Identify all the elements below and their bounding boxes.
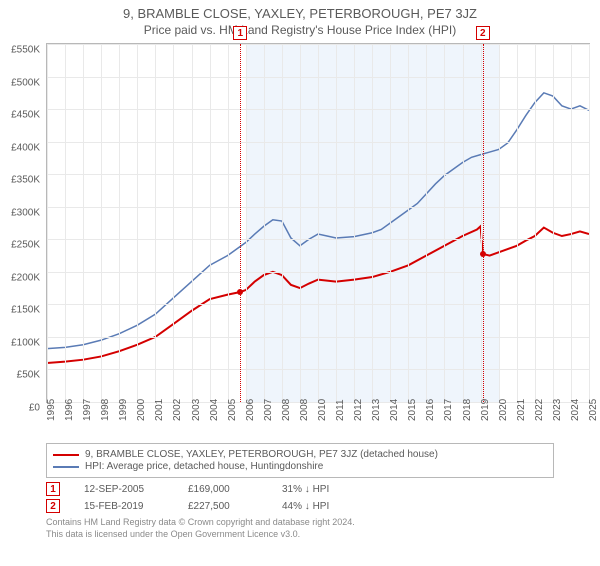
x-tick-label: 2000: [136, 399, 147, 421]
x-tick-label: 2016: [425, 399, 436, 421]
x-tick-label: 2007: [263, 399, 274, 421]
legend-label-hpi: HPI: Average price, detached house, Hunt…: [85, 461, 323, 472]
marker-dot: [237, 289, 243, 295]
x-tick-label: 2014: [389, 399, 400, 421]
legend: 9, BRAMBLE CLOSE, YAXLEY, PETERBOROUGH, …: [46, 443, 554, 478]
legend-item-property: 9, BRAMBLE CLOSE, YAXLEY, PETERBOROUGH, …: [53, 449, 547, 460]
x-tick-label: 2006: [245, 399, 256, 421]
y-tick-label: £0: [29, 403, 40, 414]
y-tick-label: £250K: [11, 240, 40, 251]
marker-vline: [240, 44, 241, 402]
x-tick-label: 1996: [64, 399, 75, 421]
legend-item-hpi: HPI: Average price, detached house, Hunt…: [53, 461, 547, 472]
transaction-marker-1: 1: [46, 482, 60, 496]
transaction-price: £169,000: [188, 484, 258, 495]
chart-title-line1: 9, BRAMBLE CLOSE, YAXLEY, PETERBOROUGH, …: [0, 6, 600, 21]
footer-line-1: Contains HM Land Registry data © Crown c…: [46, 517, 554, 529]
x-tick-label: 1995: [46, 399, 57, 421]
x-tick-label: 2003: [191, 399, 202, 421]
plot-area: 12: [46, 43, 590, 403]
transaction-row: 1 12-SEP-2005 £169,000 31% ↓ HPI: [46, 482, 554, 496]
x-tick-label: 2011: [335, 399, 346, 421]
x-tick-label: 2023: [552, 399, 563, 421]
x-tick-label: 2001: [154, 399, 165, 421]
x-tick-label: 2018: [462, 399, 473, 421]
transaction-row: 2 15-FEB-2019 £227,500 44% ↓ HPI: [46, 499, 554, 513]
x-tick-label: 2024: [570, 399, 581, 421]
y-tick-label: £200K: [11, 272, 40, 283]
y-tick-label: £100K: [11, 337, 40, 348]
y-tick-label: £150K: [11, 305, 40, 316]
chart-title-line2: Price paid vs. HM Land Registry's House …: [0, 23, 600, 37]
transaction-table: 1 12-SEP-2005 £169,000 31% ↓ HPI 2 15-FE…: [46, 482, 554, 513]
x-tick-label: 2019: [480, 399, 491, 421]
marker-box: 1: [233, 26, 247, 40]
x-tick-label: 2025: [588, 399, 599, 421]
x-tick-label: 2005: [227, 399, 238, 421]
legend-label-property: 9, BRAMBLE CLOSE, YAXLEY, PETERBOROUGH, …: [85, 449, 438, 460]
x-tick-label: 2020: [498, 399, 509, 421]
x-tick-label: 1998: [100, 399, 111, 421]
x-tick-label: 2017: [443, 399, 454, 421]
x-tick-label: 2010: [317, 399, 328, 421]
transaction-price: £227,500: [188, 501, 258, 512]
transaction-date: 15-FEB-2019: [84, 501, 164, 512]
x-tick-label: 2004: [209, 399, 220, 421]
transaction-date: 12-SEP-2005: [84, 484, 164, 495]
footer: Contains HM Land Registry data © Crown c…: [46, 517, 554, 540]
transaction-delta: 31% ↓ HPI: [282, 484, 329, 495]
y-tick-label: £500K: [11, 77, 40, 88]
legend-swatch-hpi: [53, 466, 79, 468]
x-tick-label: 1997: [82, 399, 93, 421]
y-tick-label: £300K: [11, 207, 40, 218]
legend-swatch-property: [53, 454, 79, 456]
transaction-marker-2: 2: [46, 499, 60, 513]
y-tick-label: £350K: [11, 175, 40, 186]
x-tick-label: 2012: [353, 399, 364, 421]
x-tick-label: 2008: [299, 399, 310, 421]
y-tick-label: £400K: [11, 142, 40, 153]
x-tick-label: 1999: [118, 399, 129, 421]
marker-dot: [480, 251, 486, 257]
footer-line-2: This data is licensed under the Open Gov…: [46, 529, 554, 541]
x-tick-label: 2008: [281, 399, 292, 421]
y-tick-label: £50K: [17, 370, 40, 381]
x-axis-labels: 1995199619971998199920002001200220032004…: [46, 403, 590, 437]
y-tick-label: £450K: [11, 110, 40, 121]
x-tick-label: 2013: [371, 399, 382, 421]
x-tick-label: 2022: [534, 399, 545, 421]
transaction-delta: 44% ↓ HPI: [282, 501, 329, 512]
marker-box: 2: [476, 26, 490, 40]
marker-vline: [483, 44, 484, 402]
y-tick-label: £550K: [11, 45, 40, 56]
x-tick-label: 2015: [407, 399, 418, 421]
x-tick-label: 2021: [516, 399, 527, 421]
chart-container: 9, BRAMBLE CLOSE, YAXLEY, PETERBOROUGH, …: [0, 6, 600, 566]
y-axis-labels: £0£50K£100K£150K£200K£250K£300K£350K£400…: [0, 50, 44, 410]
x-tick-label: 2002: [172, 399, 183, 421]
